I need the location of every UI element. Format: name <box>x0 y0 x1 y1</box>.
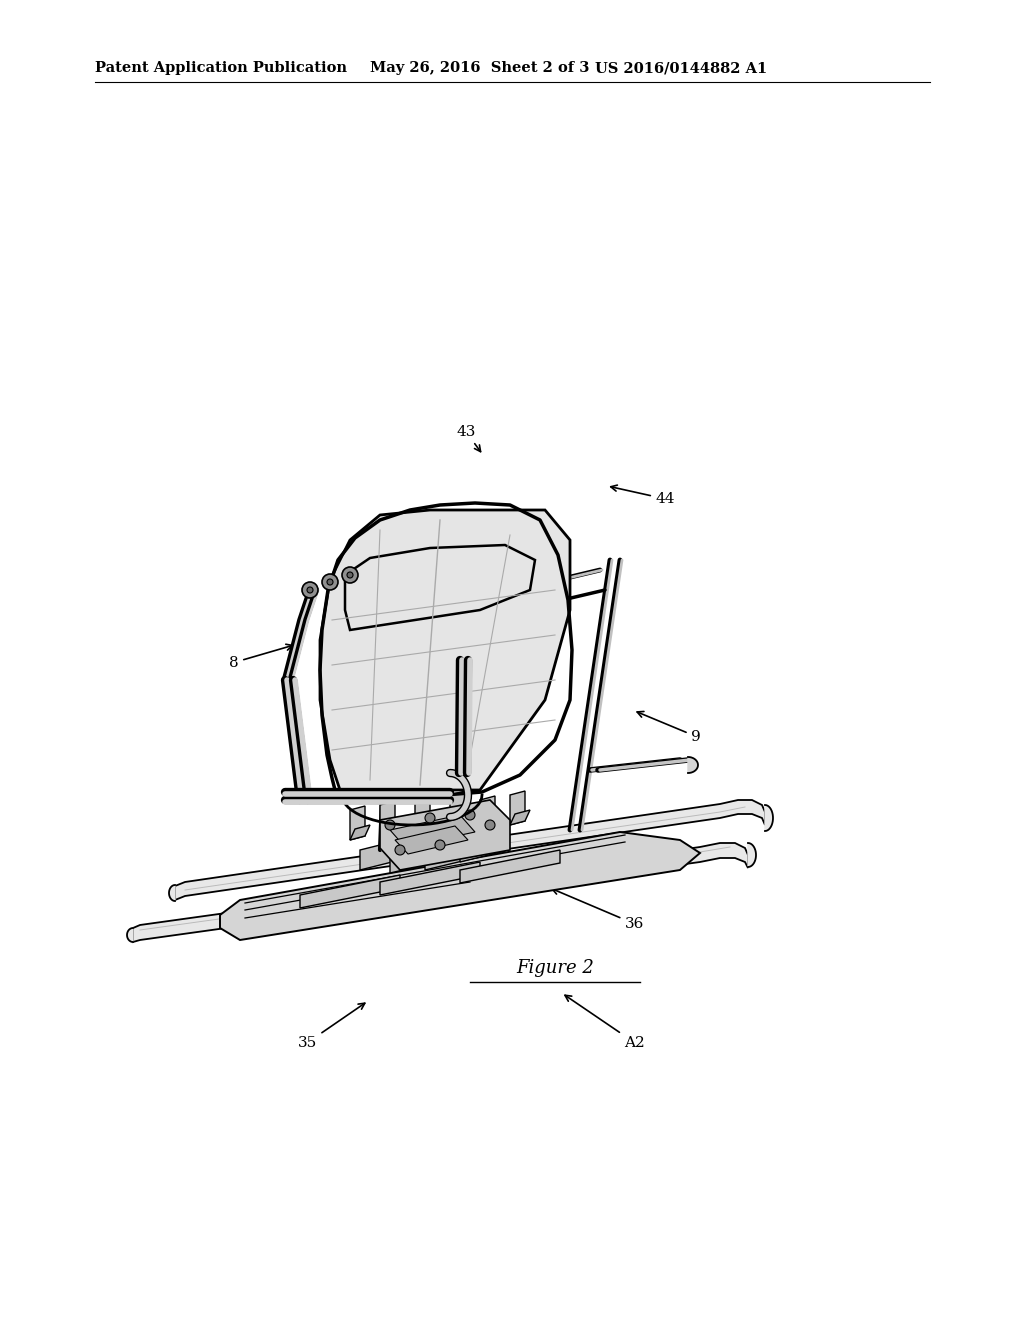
Circle shape <box>342 568 358 583</box>
Polygon shape <box>127 928 133 942</box>
Polygon shape <box>510 791 525 825</box>
Polygon shape <box>450 810 470 825</box>
Text: Patent Application Publication: Patent Application Publication <box>95 61 347 75</box>
Polygon shape <box>450 791 465 825</box>
Polygon shape <box>480 796 495 830</box>
Polygon shape <box>133 843 748 942</box>
Polygon shape <box>300 875 400 908</box>
Polygon shape <box>748 843 756 867</box>
Text: A2: A2 <box>565 995 645 1049</box>
Circle shape <box>385 820 395 830</box>
Polygon shape <box>480 814 500 830</box>
Circle shape <box>307 587 313 593</box>
Circle shape <box>327 579 333 585</box>
Polygon shape <box>175 800 765 900</box>
Polygon shape <box>350 825 370 840</box>
Circle shape <box>435 840 445 850</box>
Circle shape <box>322 574 338 590</box>
Polygon shape <box>415 814 435 830</box>
Text: May 26, 2016  Sheet 2 of 3: May 26, 2016 Sheet 2 of 3 <box>370 61 590 75</box>
Polygon shape <box>380 800 510 870</box>
Polygon shape <box>220 832 700 940</box>
Text: 43: 43 <box>457 425 480 451</box>
Polygon shape <box>345 545 535 630</box>
Text: 35: 35 <box>298 1003 365 1049</box>
Polygon shape <box>460 850 560 883</box>
Circle shape <box>302 582 318 598</box>
Polygon shape <box>688 756 698 774</box>
Text: 9: 9 <box>637 711 701 743</box>
Text: 16: 16 <box>389 675 462 704</box>
Polygon shape <box>350 807 365 840</box>
Circle shape <box>347 572 353 578</box>
Polygon shape <box>415 796 430 830</box>
Text: 8: 8 <box>228 644 293 669</box>
Polygon shape <box>425 836 475 870</box>
Polygon shape <box>390 847 425 873</box>
Circle shape <box>465 810 475 820</box>
Circle shape <box>395 845 406 855</box>
Text: US 2016/0144882 A1: US 2016/0144882 A1 <box>595 61 767 75</box>
Polygon shape <box>380 862 480 895</box>
Polygon shape <box>169 884 175 902</box>
Polygon shape <box>380 820 400 836</box>
Polygon shape <box>380 801 395 836</box>
Polygon shape <box>390 814 475 847</box>
Polygon shape <box>460 832 505 862</box>
Polygon shape <box>319 510 570 789</box>
Circle shape <box>425 813 435 822</box>
Text: Figure 2: Figure 2 <box>516 960 594 977</box>
Text: 36: 36 <box>552 888 644 931</box>
Circle shape <box>485 820 495 830</box>
Polygon shape <box>510 810 530 825</box>
Text: 44: 44 <box>610 486 676 506</box>
Polygon shape <box>395 826 468 854</box>
Polygon shape <box>765 805 773 832</box>
Polygon shape <box>360 840 400 870</box>
